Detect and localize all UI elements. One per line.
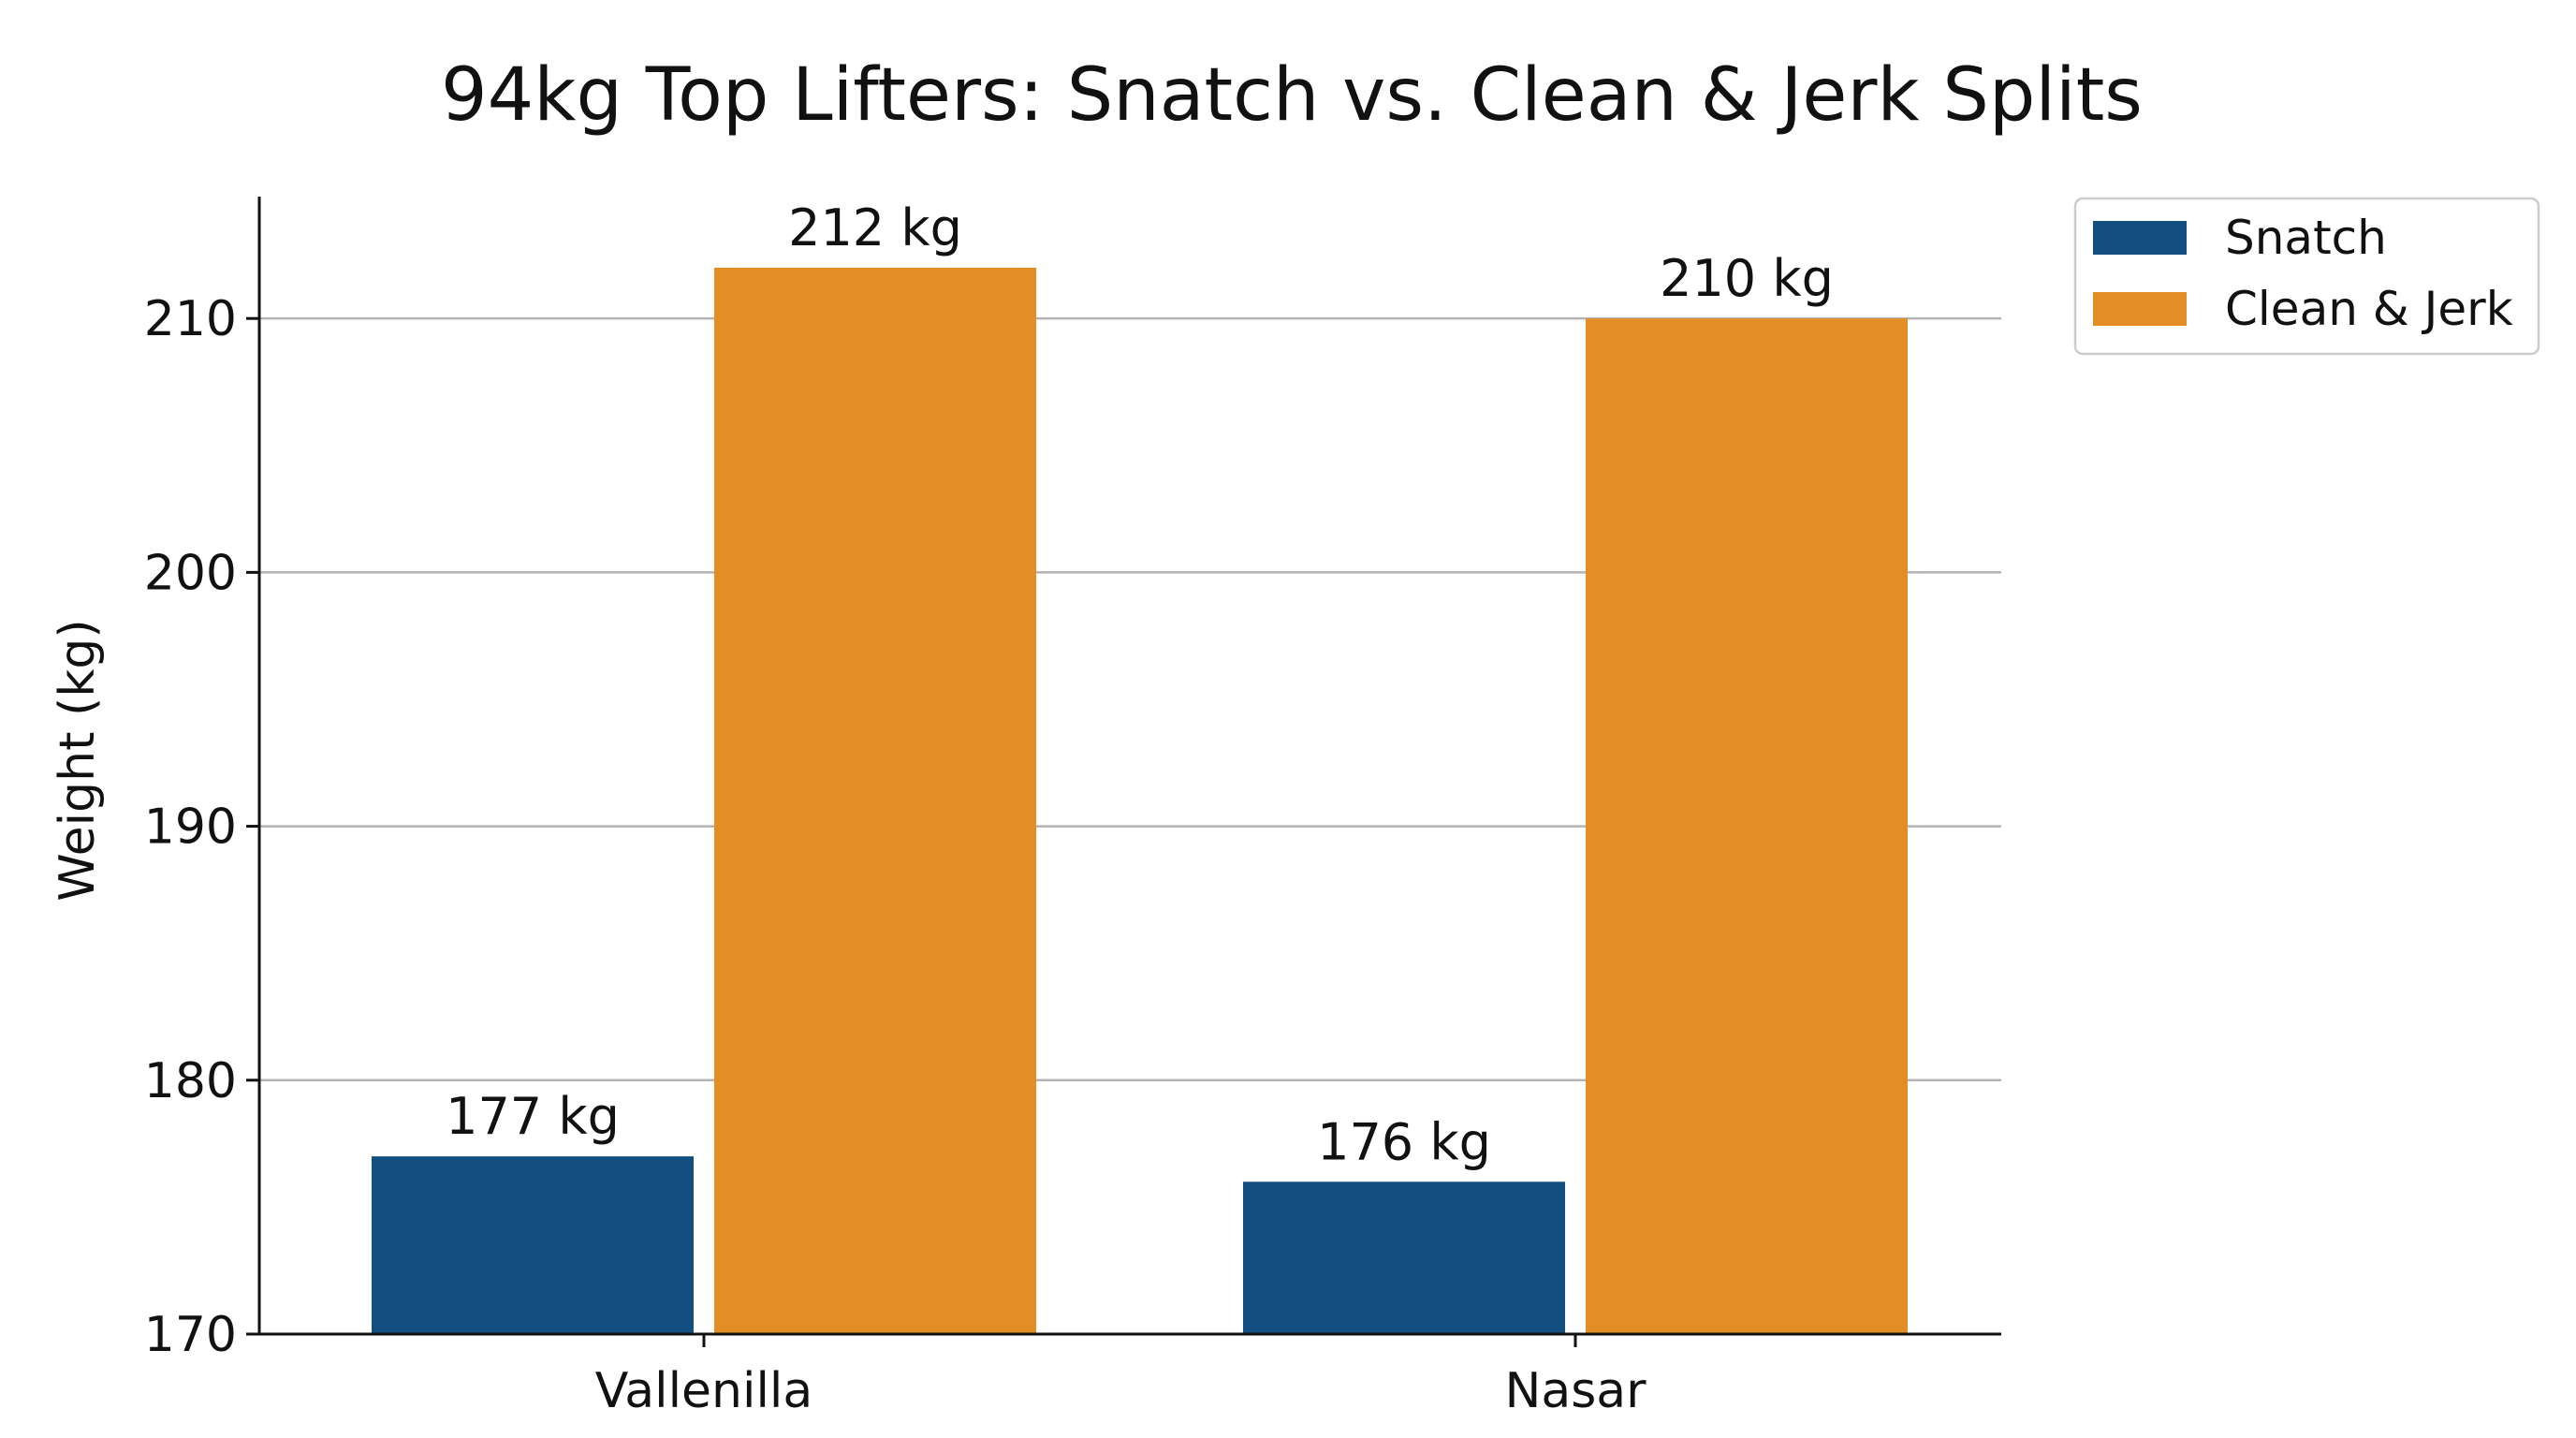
bar-nasar-snatch bbox=[1243, 1181, 1565, 1334]
bar-label-vallenilla-snatch: 177 kg bbox=[446, 1087, 620, 1146]
legend: Snatch Clean & Jerk bbox=[2073, 197, 2540, 356]
x-tick-label-nasar: Nasar bbox=[1504, 1363, 1647, 1419]
legend-frame bbox=[2073, 197, 2540, 356]
y-tick-label-180: 180 bbox=[144, 1053, 237, 1109]
bar-nasar-clean-jerk bbox=[1586, 318, 1908, 1334]
y-axis-label: Weight (kg) bbox=[50, 619, 106, 901]
bar-vallenilla-clean-jerk bbox=[714, 267, 1036, 1334]
y-tick-label-170: 170 bbox=[144, 1307, 237, 1363]
x-tick-label-vallenilla: Vallenilla bbox=[595, 1363, 812, 1419]
bar-label-nasar-snatch: 176 kg bbox=[1317, 1112, 1491, 1171]
y-tick-label-200: 200 bbox=[144, 545, 237, 601]
y-tick-label-210: 210 bbox=[144, 291, 237, 347]
legend-label-snatch: Snatch bbox=[2225, 211, 2387, 265]
x-axis-ticks: Vallenilla Nasar bbox=[595, 1334, 1647, 1419]
y-tick-label-190: 190 bbox=[144, 800, 237, 856]
bar-label-nasar-clean-jerk: 210 kg bbox=[1660, 249, 1834, 308]
bar-vallenilla-snatch bbox=[372, 1156, 694, 1334]
chart-title: 94kg Top Lifters: Snatch vs. Clean & Jer… bbox=[441, 53, 2143, 138]
legend-swatch-clean-jerk bbox=[2093, 292, 2187, 326]
bar-value-labels: 177 kg 212 kg 176 kg 210 kg bbox=[446, 198, 1834, 1171]
bars bbox=[372, 267, 1908, 1334]
legend-swatch-snatch bbox=[2093, 221, 2187, 255]
y-axis-ticks: 170 180 190 200 210 bbox=[144, 291, 259, 1363]
bar-label-vallenilla-clean-jerk: 212 kg bbox=[788, 198, 962, 257]
legend-label-clean-jerk: Clean & Jerk bbox=[2225, 282, 2513, 336]
